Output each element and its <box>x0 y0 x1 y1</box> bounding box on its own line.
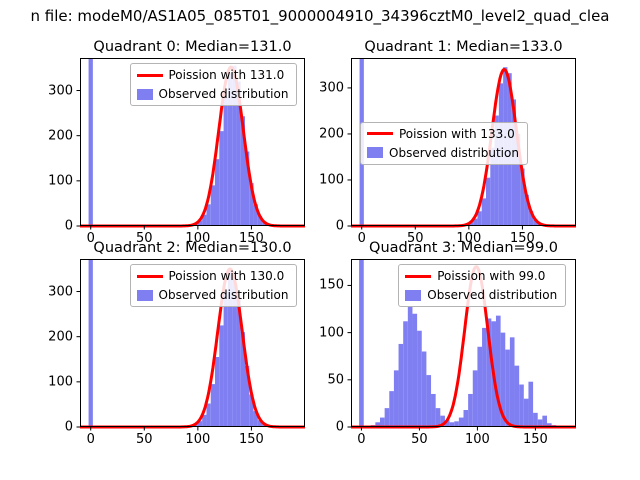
legend-label-observed: Observed distribution <box>158 288 289 303</box>
subplot-title: Quadrant 1: Median=133.0 <box>364 39 563 55</box>
x-tick-label: 0 <box>86 231 95 246</box>
legend-row-observed: Observed distribution <box>136 288 289 303</box>
legend: Poission with 133.0 Observed distributio… <box>360 121 528 165</box>
plot-canvas <box>76 58 306 230</box>
x-tick-label: 50 <box>136 231 153 246</box>
legend-label-poisson: Poission with 130.0 <box>168 269 285 284</box>
y-tick-label: 0 <box>335 218 344 234</box>
x-tick-label: 150 <box>239 432 264 447</box>
x-tick-label: 150 <box>239 231 264 246</box>
subplot-quadrant-1: Quadrant 1: Median=133.0 Poission with 1… <box>319 39 577 245</box>
x-tick-label: 100 <box>464 432 490 447</box>
legend-label-poisson: Poission with 131.0 <box>168 68 285 83</box>
legend-label-observed: Observed distribution <box>427 288 558 303</box>
x-tick-label: 50 <box>407 231 424 246</box>
x-tick-label: 100 <box>456 231 482 246</box>
subplot-title: Quadrant 2: Median=130.0 <box>93 240 292 256</box>
x-tick-label: 50 <box>136 432 153 447</box>
legend-label-poisson: Poission with 133.0 <box>399 126 515 141</box>
legend: Poission with 130.0 Observed distributio… <box>129 264 298 308</box>
plot-canvas <box>347 259 577 431</box>
legend-row-observed: Observed distribution <box>136 87 289 102</box>
y-tick-label: 0 <box>64 419 73 435</box>
y-tick-label: 100 <box>319 172 344 188</box>
y-tick-label: 300 <box>48 284 73 300</box>
x-tick-label: 150 <box>522 432 548 447</box>
legend-row-observed: Observed distribution <box>367 146 519 160</box>
x-tick-label: 0 <box>357 432 366 447</box>
observed-patch-swatch <box>136 88 153 100</box>
legend-row-observed: Observed distribution <box>405 288 557 302</box>
legend-label-observed: Observed distribution <box>389 145 519 160</box>
x-tick-label: 100 <box>185 432 211 447</box>
observed-patch-swatch <box>136 289 153 301</box>
y-tick-label: 150 <box>319 277 344 293</box>
x-tick-label: 0 <box>357 231 366 246</box>
legend-label-poisson: Poission with 99.0 <box>437 269 546 284</box>
y-tick-label: 200 <box>48 329 73 345</box>
legend: Poission with 131.0 Observed distributio… <box>129 63 298 107</box>
observed-patch-swatch <box>405 289 422 301</box>
legend-row-poisson: Poission with 133.0 <box>367 127 519 141</box>
subplot-quadrant-3: Quadrant 3: Median=99.0 Poission with 99… <box>319 240 577 446</box>
y-tick-label: 100 <box>48 173 73 189</box>
x-tick-label: 50 <box>411 432 428 447</box>
legend-row-poisson: Poission with 130.0 <box>136 269 289 284</box>
y-tick-label: 0 <box>335 419 344 435</box>
figure-title: n file: modeM0/AS1A05_085T01_9000004910_… <box>30 7 610 25</box>
poisson-line-swatch <box>367 132 393 136</box>
legend: Poission with 99.0 Observed distribution <box>398 264 567 308</box>
y-tick-label: 300 <box>319 80 344 96</box>
y-tick-label: 100 <box>319 325 344 341</box>
legend-row-poisson: Poission with 131.0 <box>136 68 289 83</box>
x-tick-label: 0 <box>86 432 95 447</box>
poisson-line-swatch <box>136 274 163 278</box>
x-tick-label: 100 <box>185 231 211 246</box>
observed-patch-swatch <box>367 147 383 159</box>
subplot-quadrant-2: Quadrant 2: Median=130.0 Poission with 1… <box>48 240 306 446</box>
legend-row-poisson: Poission with 99.0 <box>405 269 557 283</box>
subplot-quadrant-0: Quadrant 0: Median=131.0 Poission with 1… <box>48 39 306 245</box>
y-tick-label: 0 <box>64 218 73 234</box>
y-tick-label: 200 <box>319 126 344 142</box>
y-tick-label: 200 <box>48 128 73 144</box>
subplot-title: Quadrant 0: Median=131.0 <box>93 39 292 55</box>
legend-label-observed: Observed distribution <box>158 87 289 102</box>
y-tick-label: 300 <box>48 83 73 99</box>
poisson-line-swatch <box>136 73 163 77</box>
plot-canvas <box>76 259 306 431</box>
subplot-title: Quadrant 3: Median=99.0 <box>369 240 558 256</box>
x-tick-label: 150 <box>510 231 535 246</box>
y-tick-label: 50 <box>327 372 344 388</box>
poisson-line-swatch <box>405 274 432 278</box>
y-tick-label: 100 <box>48 374 73 390</box>
